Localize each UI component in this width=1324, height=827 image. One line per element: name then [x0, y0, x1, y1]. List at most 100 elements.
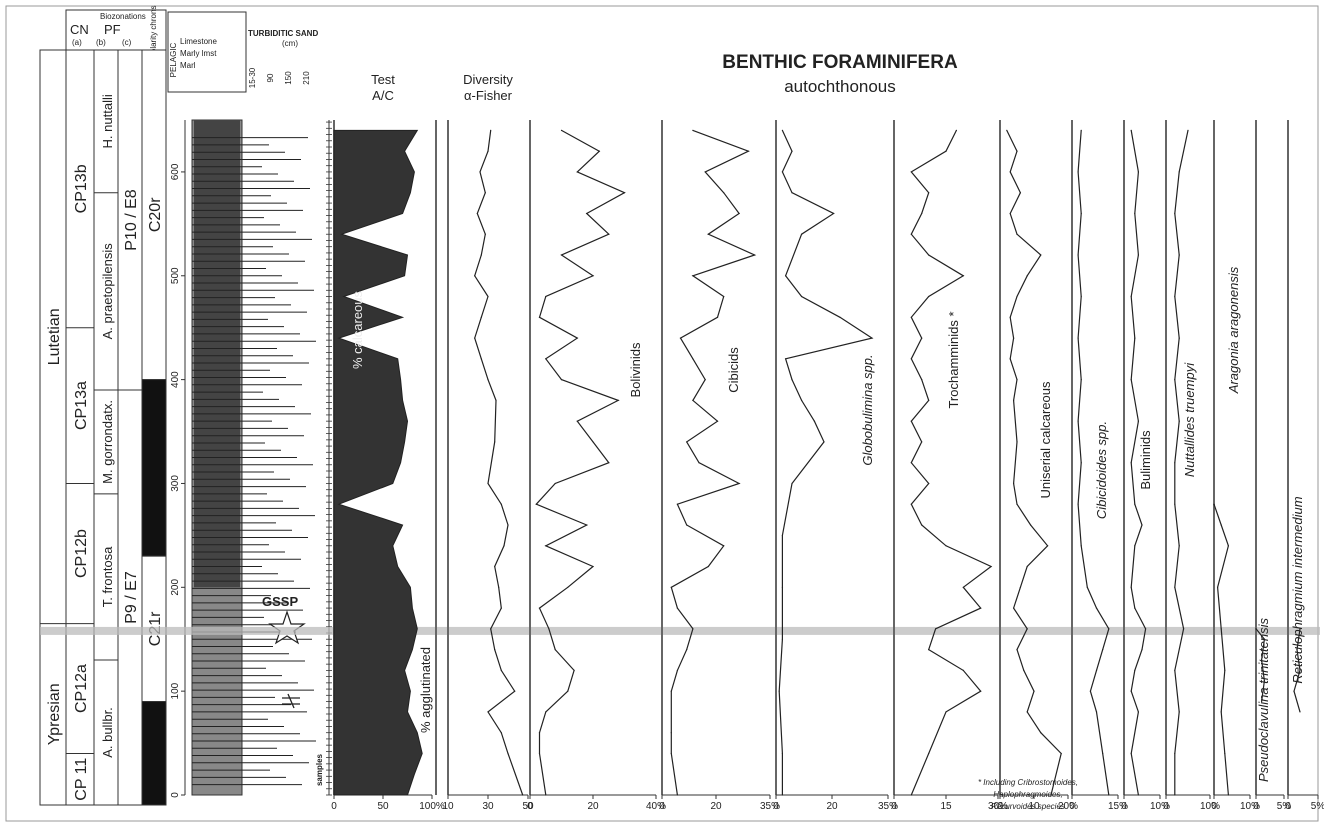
panel-line-5 — [910, 130, 993, 796]
panel-point-7-4 — [1095, 669, 1098, 671]
agglutinated-label: % agglutinated — [418, 647, 433, 733]
footnote-line-0: * Including Cribrostomoides, — [978, 778, 1078, 787]
turbiditic-tick-2: 150 — [284, 71, 293, 85]
panel-point-8-12 — [1130, 462, 1132, 464]
panel-point-3-3 — [670, 690, 672, 692]
pf-c-zone-1: P9 / E7 — [123, 571, 140, 624]
panel-point-3-20 — [679, 337, 682, 339]
panel-point-3-28 — [704, 171, 706, 173]
panel-point-3-15 — [686, 441, 688, 443]
panel-point-5-11 — [921, 524, 923, 526]
panel-point-2-12 — [586, 524, 588, 526]
pf-c-zone-0: P10 / E8 — [123, 189, 140, 250]
panel-tick-label-11-0: 0 — [1253, 801, 1259, 812]
panel-point-6-23 — [1040, 254, 1042, 256]
panel-point-7-8 — [1086, 586, 1088, 588]
panel-point-3-2 — [670, 732, 672, 734]
panel-point-6-20 — [1009, 316, 1011, 318]
panel-point-5-23 — [962, 275, 964, 277]
biozonations-label: Biozonations — [100, 12, 146, 21]
panel-tick-label-3-0: 0 — [659, 801, 665, 812]
panel-tick-label-7-1: 15% — [1108, 801, 1128, 812]
panel-point-10-7 — [1220, 524, 1222, 526]
panel-point-4-5 — [781, 534, 784, 536]
panel-label-2: Bolivinids — [628, 342, 643, 397]
panel-point-9-1 — [1174, 752, 1176, 755]
panel-point-7-1 — [1102, 752, 1104, 755]
panel-point-5-17 — [928, 399, 930, 401]
panel-point-6-1 — [1060, 752, 1062, 755]
panel-tick-label-6-0: 0 — [997, 801, 1003, 812]
panel-point-5-9 — [990, 565, 992, 568]
panel-tick-label-1-0: 10 — [442, 801, 454, 812]
panel-point-5-28 — [910, 171, 912, 173]
panel-point-5-16 — [910, 420, 912, 422]
panel-point-5-15 — [921, 441, 923, 443]
panel-point-2-24 — [592, 275, 594, 277]
panel-point-1-3 — [487, 711, 489, 713]
panel-point-1-9 — [498, 586, 500, 588]
col-c-label: (c) — [122, 38, 132, 47]
panel-point-7-14 — [1077, 337, 1079, 339]
panel-point-4-8 — [813, 420, 816, 422]
panel-point-8-19 — [1137, 171, 1139, 173]
panel-point-1-27 — [479, 171, 481, 173]
panel-point-4-11 — [785, 358, 787, 360]
panel-point-6-27 — [1009, 171, 1011, 173]
panel-tick-label-10-1: 10% — [1240, 801, 1260, 812]
panel-point-2-28 — [623, 192, 626, 194]
panel-point-5-25 — [910, 233, 912, 235]
panel-point-4-4 — [781, 586, 784, 588]
panel-point-4-17 — [833, 212, 835, 215]
panel-point-9-14 — [1174, 212, 1176, 215]
panel-line-4 — [778, 130, 874, 795]
pf-b-zone-4: A. bullbr. — [100, 707, 115, 758]
panel-point-2-6 — [554, 649, 556, 651]
panel-point-9-3 — [1174, 669, 1176, 671]
panel-point-11-0 — [1261, 700, 1263, 703]
calcareous-label: % calcareous — [350, 290, 365, 369]
panel-point-1-7 — [490, 628, 492, 630]
panel-point-8-20 — [1130, 129, 1132, 131]
footnote-line-2: Recurvoides species — [991, 802, 1065, 811]
panel-point-8-10 — [1141, 524, 1143, 526]
panel-point-4-7 — [823, 441, 825, 443]
panel-point-8-11 — [1134, 503, 1136, 505]
turbiditic-unit: (cm) — [282, 39, 298, 48]
panel-point-3-5 — [686, 649, 688, 651]
panel-point-5-13 — [928, 482, 930, 485]
panel-point-5-18 — [921, 379, 923, 381]
panel-point-4-14 — [801, 295, 803, 298]
panel-point-1-17 — [487, 379, 489, 381]
panel-point-4-6 — [791, 482, 793, 485]
panel-point-6-9 — [1019, 586, 1022, 588]
turbiditic-label: TURBIDITIC SAND — [248, 29, 318, 38]
panel-tick-label-8-0: 0 — [1121, 801, 1127, 812]
panel-point-2-31 — [560, 129, 563, 131]
panel-point-6-24 — [1016, 233, 1018, 235]
panel-label-4: Globobulimina spp. — [860, 354, 875, 465]
panel-tick-label-0-1: 50 — [377, 801, 389, 812]
panel-point-9-10 — [1174, 379, 1176, 381]
panel-point-3-1 — [670, 752, 672, 755]
panel-point-6-15 — [1016, 441, 1018, 443]
panel-point-9-12 — [1174, 295, 1176, 298]
panel-point-5-2 — [945, 711, 947, 713]
cn-zone-4: CP 11 — [73, 758, 90, 801]
panel-point-2-3 — [545, 711, 547, 713]
panel-point-6-10 — [1026, 565, 1028, 568]
panel-line-7 — [1077, 130, 1110, 796]
panel-point-4-12 — [871, 337, 873, 339]
panel-point-8-9 — [1134, 545, 1136, 547]
panel-point-10-5 — [1217, 586, 1219, 588]
panel-line-3 — [670, 129, 757, 796]
panel-point-1-16 — [495, 399, 497, 401]
panel-point-1-12 — [507, 524, 509, 526]
panel-point-2-4 — [567, 690, 569, 692]
panel-point-7-16 — [1077, 254, 1079, 256]
panel-point-2-23 — [545, 295, 547, 298]
panel-point-2-9 — [567, 586, 569, 588]
panel-point-3-6 — [692, 628, 694, 630]
panel-point-4-16 — [801, 233, 803, 235]
panel-point-5-19 — [910, 358, 912, 360]
